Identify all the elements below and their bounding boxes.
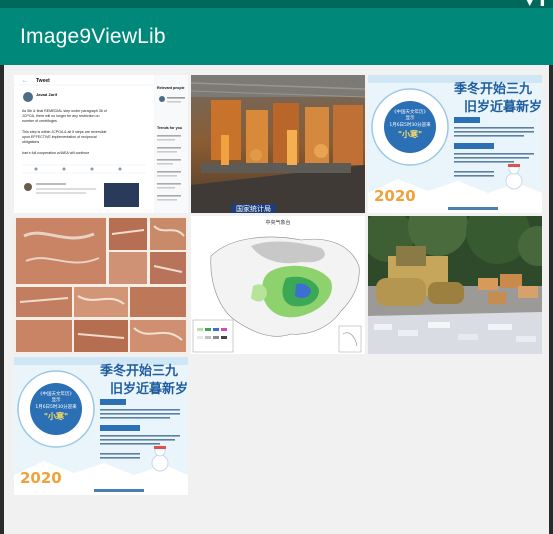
poster-year: 2020 xyxy=(20,469,62,487)
poster-circle-line-4: "小寒" xyxy=(44,411,68,421)
back-arrow-icon: ← xyxy=(22,78,28,84)
poster-headline-1: 季冬开始三九 xyxy=(453,81,532,97)
left-edge xyxy=(0,65,4,534)
tweet-line-2: JCPOA, there will no longer be any restr… xyxy=(22,114,100,118)
rock-art-collage-image xyxy=(14,216,188,354)
poster-circle-line-1: 《中国天文年历》 xyxy=(392,108,428,115)
tweet-line-5: upon EFFECTIVE implementation of recipro… xyxy=(22,135,97,139)
image-grid: Tweet ← Javad Zarif As 5th & final REMED… xyxy=(4,65,549,534)
avatar xyxy=(23,92,33,102)
solar-term-poster-image: 《中国天文年历》 显示 1月6日5时30分迎来 "小寒" 季冬开始三九 旧岁近暮… xyxy=(368,75,542,213)
tweet-line-7: Iran's full cooperation w/IAEA will cont… xyxy=(22,151,89,155)
poster-headline-2: 旧岁近暮新岁 xyxy=(110,381,188,397)
image-thumbnail-rock-art[interactable] xyxy=(14,216,188,354)
solar-term-poster-image: 《中国天文年历》 显示 1月6日5时30分迎来 "小寒" 季冬开始三九 旧岁近暮… xyxy=(14,357,188,495)
poster-circle-line-2: 显示 xyxy=(406,115,415,121)
image-thumbnail-poster[interactable]: 《中国天文年历》 显示 1月6日5时30分迎来 "小寒" 季冬开始三九 旧岁近暮… xyxy=(368,75,542,213)
weather-map-title: 中央气象台 xyxy=(265,219,290,226)
poster-year: 2020 xyxy=(374,187,416,205)
poster-headline-1: 季冬开始三九 xyxy=(99,363,178,379)
poster-circle-line-3: 1月6日5时30分迎来 xyxy=(389,121,431,128)
tweet-line-6: obligations xyxy=(22,140,39,144)
poster-circle-line-4: "小寒" xyxy=(398,129,422,139)
image-thumbnail-poster-2[interactable]: 《中国天文年历》 显示 1月6日5时30分迎来 "小寒" 季冬开始三九 旧岁近暮… xyxy=(14,357,188,495)
trends-heading: Trends for you xyxy=(157,126,182,130)
image-thumbnail-weather-map[interactable]: 中央气象台 xyxy=(191,216,365,354)
status-bar: ▼ ▮ xyxy=(0,0,553,8)
tweet-line-4: This step is within JCPOA & all 5 steps … xyxy=(22,130,107,134)
app-title: Image9ViewLib xyxy=(20,25,166,48)
tweet-line-3: number of centrifuges xyxy=(22,119,57,123)
tweet-header: Tweet xyxy=(36,78,50,84)
tweet-screenshot-image: Tweet ← Javad Zarif As 5th & final REMED… xyxy=(14,75,188,213)
poster-circle-line-1: 《中国天文年历》 xyxy=(38,390,74,397)
tweet-author: Javad Zarif xyxy=(36,92,58,97)
poster-headline-2: 旧岁近暮新岁 xyxy=(464,99,542,115)
poster-circle-line-2: 显示 xyxy=(52,397,61,403)
status-icons: ▼ ▮ xyxy=(526,0,547,8)
image-thumbnail-tweet[interactable]: Tweet ← Javad Zarif As 5th & final REMED… xyxy=(14,75,188,213)
factory-photo-image: 国家统计局 xyxy=(191,75,365,213)
image-thumbnail-factory[interactable]: 国家统计局 xyxy=(191,75,365,213)
relevant-people-heading: Relevant people xyxy=(157,86,185,90)
app-bar: Image9ViewLib xyxy=(0,8,553,65)
factory-caption: 国家统计局 xyxy=(236,204,271,213)
image-thumbnail-road-roller[interactable] xyxy=(368,216,542,354)
poster-circle-line-3: 1月6日5时30分迎来 xyxy=(35,403,77,410)
right-edge xyxy=(549,65,553,534)
caption-box xyxy=(231,204,276,213)
tweet-line-1: As 5th & final REMEDIAL step under parag… xyxy=(22,109,107,113)
weather-map-image: 中央气象台 xyxy=(191,216,365,354)
road-roller-photo-image xyxy=(368,216,542,354)
